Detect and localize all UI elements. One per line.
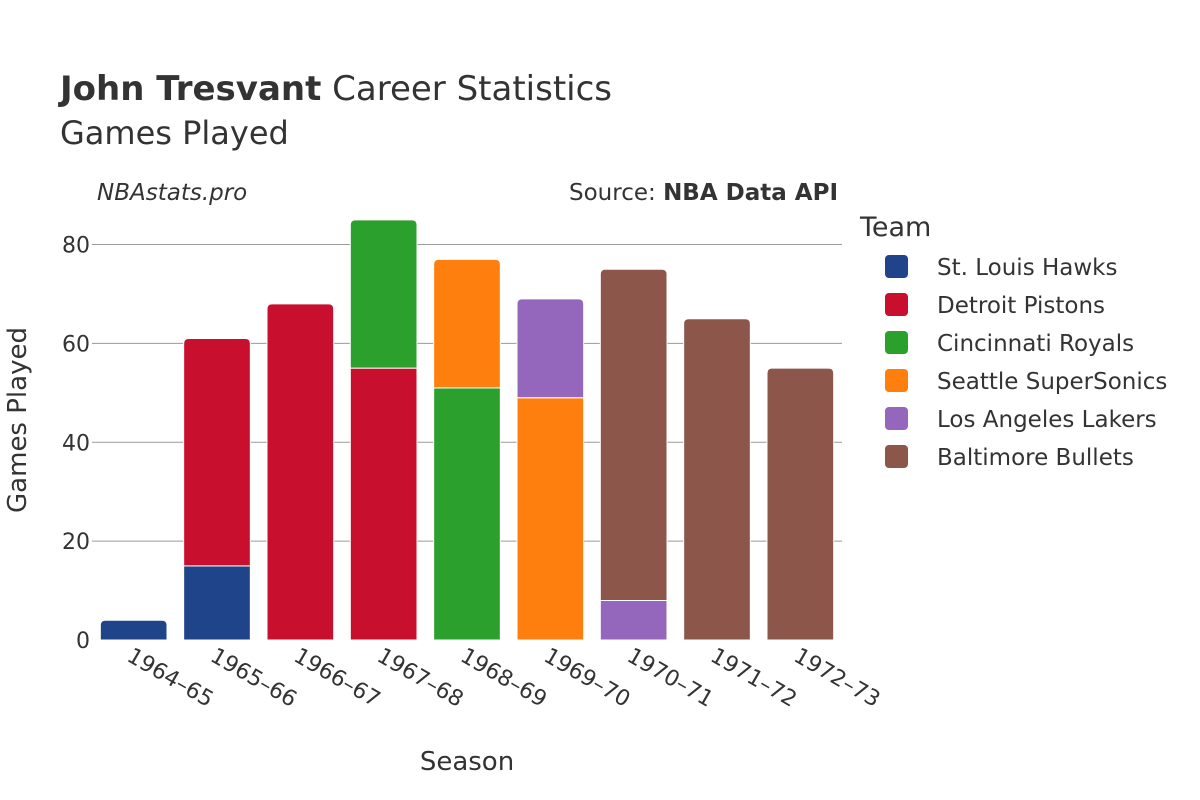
bar-1970–71-baltimore-bullets	[599, 268, 668, 601]
x-axis-ticks: 1964–651965–661966–671967–681968–691969–…	[123, 644, 884, 713]
x-tick-label: 1971–72	[706, 644, 801, 713]
x-tick-label: 1969–70	[539, 644, 634, 713]
y-tick-label: 40	[62, 431, 90, 456]
bar-1966–67-detroit-pistons	[266, 303, 335, 641]
legend-swatch	[885, 255, 908, 278]
legend: St. Louis Hawks Detroit Pistons Cincinnati…	[885, 255, 1167, 471]
legend-swatch	[885, 369, 908, 392]
x-tick-label: 1972–73	[789, 644, 884, 713]
source-prefix: Source:	[569, 180, 663, 206]
x-tick-label: 1964–65	[123, 644, 218, 713]
y-tick-label: 60	[62, 332, 90, 357]
source-credit: Source: NBA Data API	[569, 180, 838, 206]
bar-1969–70-los-angeles-lakers	[516, 298, 585, 399]
chart-title-rest: Career Statistics	[321, 69, 612, 109]
bar-1968–69-seattle-supersonics	[433, 258, 501, 389]
legend-title: Team	[859, 212, 931, 243]
chart-title-player: John Tresvant	[58, 69, 321, 109]
bar-1964–65-st-louis-hawks	[99, 619, 168, 641]
bar-1968–69-cincinnati-royals	[433, 387, 501, 641]
legend-swatch	[885, 445, 908, 468]
bars	[99, 219, 835, 641]
site-credit: NBAstats.pro	[97, 180, 247, 206]
y-axis-ticks: 0 20 40 60 80	[62, 234, 90, 654]
legend-swatch	[885, 293, 908, 316]
chart-subtitle: Games Played	[60, 114, 289, 152]
legend-label: Detroit Pistons	[937, 293, 1105, 319]
bar-1969–70-seattle-supersonics	[516, 397, 585, 641]
x-axis-label: Season	[420, 747, 514, 777]
bar-1967–68-detroit-pistons	[349, 367, 418, 641]
x-tick-label: 1967–68	[373, 644, 468, 713]
legend-label: Baltimore Bullets	[937, 445, 1134, 471]
legend-label: St. Louis Hawks	[937, 255, 1118, 281]
x-tick-label: 1970–71	[623, 644, 718, 713]
y-tick-label: 80	[62, 234, 90, 259]
x-tick-label: 1968–69	[456, 644, 551, 713]
bar-1972–73-baltimore-bullets	[766, 367, 835, 641]
bar-1965–66-detroit-pistons	[183, 337, 251, 567]
x-tick-label: 1965–66	[206, 644, 301, 713]
bar-1970–71-los-angeles-lakers	[599, 599, 668, 641]
chart-title: John Tresvant Career Statistics	[58, 69, 612, 109]
y-axis-label: Games Played	[3, 327, 33, 513]
legend-swatch	[885, 407, 908, 430]
legend-label: Cincinnati Royals	[937, 331, 1134, 357]
legend-swatch	[885, 331, 908, 354]
bar-1965–66-st-louis-hawks	[183, 565, 251, 641]
legend-label: Los Angeles Lakers	[937, 407, 1157, 433]
y-tick-label: 20	[62, 530, 90, 555]
x-tick-label: 1966–67	[289, 644, 384, 713]
y-tick-label: 0	[76, 629, 90, 654]
legend-label: Seattle SuperSonics	[937, 369, 1167, 395]
bar-1967–68-cincinnati-royals	[349, 219, 418, 369]
bar-1971–72-baltimore-bullets	[683, 318, 751, 641]
source-name: NBA Data API	[663, 180, 838, 206]
